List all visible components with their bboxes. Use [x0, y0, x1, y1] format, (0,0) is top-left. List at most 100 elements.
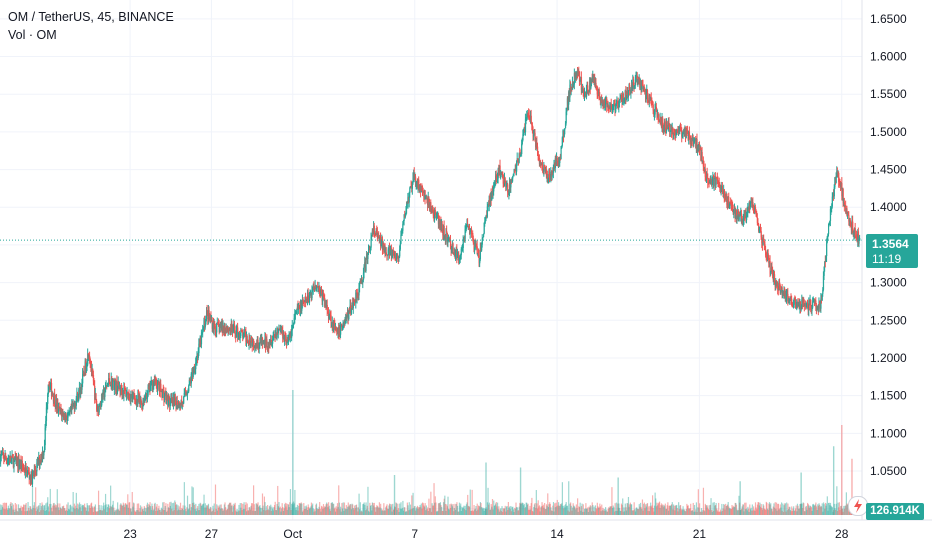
candle-body: [330, 315, 332, 326]
volume-bar: [567, 510, 569, 515]
volume-bar: [275, 510, 278, 515]
candle-body: [252, 339, 254, 346]
candle-body: [450, 246, 452, 251]
volume-bar: [604, 507, 607, 515]
candle-body: [543, 167, 545, 172]
candle-body: [85, 366, 88, 371]
candle-body: [428, 197, 430, 205]
volume-bar: [105, 504, 107, 515]
volume-bar: [31, 509, 33, 515]
candle-body: [552, 169, 555, 173]
candle-body: [402, 220, 405, 224]
volume-bar: [620, 503, 623, 515]
volume-bar: [17, 511, 19, 515]
volume-bar: [5, 502, 8, 515]
volume-bar: [47, 506, 49, 515]
volume-bar: [641, 508, 643, 515]
candle-body: [766, 255, 768, 259]
volume-bar: [197, 510, 199, 515]
candle-body: [447, 240, 449, 243]
volume-bar: [73, 503, 76, 515]
candle-body: [707, 182, 710, 184]
candle-body: [731, 205, 733, 207]
candle-body: [740, 213, 742, 215]
candle-body: [482, 233, 485, 238]
candle-body: [321, 293, 323, 302]
candle-body: [769, 261, 771, 274]
volume-bar: [334, 511, 337, 515]
volume-bar: [542, 506, 544, 515]
candle-body: [70, 407, 72, 411]
candle-body: [645, 94, 647, 99]
candle-body: [468, 226, 470, 230]
candle-body: [821, 293, 823, 301]
candle-body: [690, 139, 692, 143]
candle-body: [381, 239, 384, 250]
volume-bar: [625, 507, 627, 515]
volume-bar: [629, 502, 631, 515]
volume-bar: [831, 507, 833, 515]
candle-body: [205, 310, 208, 317]
volume-bar: [665, 508, 667, 515]
volume-bar: [713, 502, 715, 515]
volume-bar: [653, 505, 656, 515]
candle-body: [826, 242, 828, 257]
candle-body: [296, 306, 299, 310]
candle-body: [294, 311, 297, 314]
volume-bar: [346, 509, 348, 515]
volume-bar: [468, 506, 470, 515]
candle-body: [118, 386, 121, 388]
volume-bar: [340, 506, 342, 515]
volume-legend[interactable]: Vol · OM: [8, 28, 57, 42]
candle-body: [64, 413, 66, 420]
volume-bar: [475, 506, 477, 515]
volume-bar: [690, 510, 692, 515]
volume-bar: [287, 504, 290, 515]
volume-bar: [192, 502, 194, 515]
volume-bar: [38, 505, 40, 515]
candle-body: [138, 395, 140, 402]
candle-body: [514, 169, 516, 171]
candle-body: [282, 330, 284, 339]
candle-body: [782, 291, 784, 295]
candle-body: [604, 102, 607, 105]
volume-bar: [645, 504, 647, 515]
candle-body: [132, 394, 135, 396]
volume-bar: [434, 502, 436, 515]
candle-body: [744, 215, 746, 218]
volume-bar: [204, 507, 206, 515]
volume-bar: [151, 503, 153, 515]
candle-body: [799, 304, 801, 310]
candle-body: [7, 459, 9, 462]
candle-body: [24, 466, 27, 473]
volume-bar: [559, 503, 562, 515]
candle-body: [5, 455, 7, 459]
volume-bar: [773, 507, 776, 515]
volume-bar: [679, 504, 682, 515]
volume-bar: [370, 505, 372, 515]
volume-bar: [625, 510, 628, 515]
candle-body: [503, 178, 506, 186]
candle-body: [715, 177, 717, 185]
candle-body: [29, 475, 31, 479]
candle-body: [836, 170, 839, 176]
candle-body: [471, 233, 473, 235]
time-axis[interactable]: 23 27 Oct 7 14 21 28: [123, 527, 848, 541]
volume-bar: [531, 510, 534, 515]
volume-bar: [636, 508, 638, 515]
volume-bar: [838, 502, 840, 515]
volume-bar: [29, 506, 32, 515]
volume-bar: [480, 503, 482, 515]
volume-bar: [330, 503, 332, 515]
symbol-title[interactable]: OM / TetherUS, 45, BINANCE: [8, 10, 174, 24]
candle-body: [536, 141, 538, 147]
candle-body: [485, 215, 487, 219]
volume-bar: [657, 505, 659, 515]
lightning-icon[interactable]: [848, 496, 868, 516]
volume-bar: [448, 508, 450, 515]
candle-body: [800, 304, 802, 309]
candle-body: [218, 325, 220, 333]
candle-body: [625, 98, 628, 100]
volume-bar: [2, 506, 4, 515]
